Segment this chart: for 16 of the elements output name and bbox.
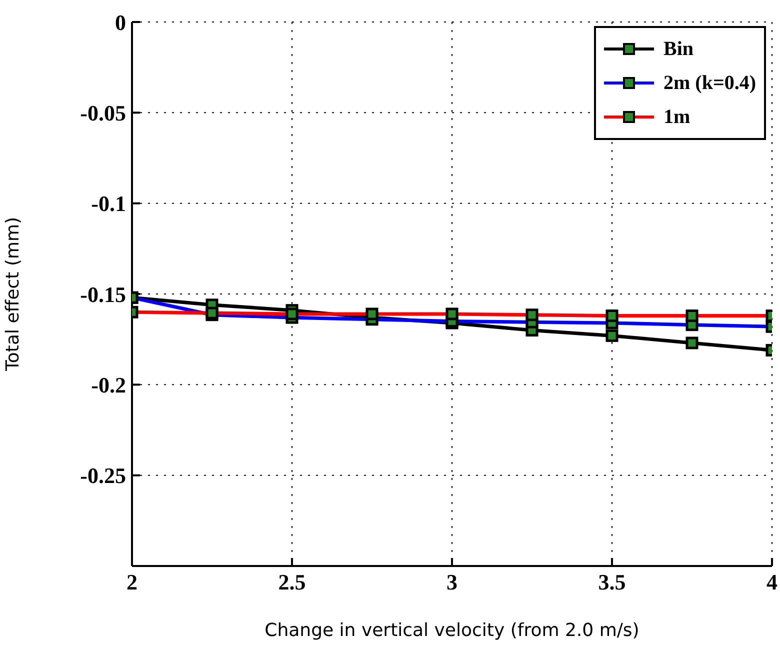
x-tick-label: 3.5	[598, 570, 626, 595]
y-tick-label: -0.15	[80, 282, 126, 307]
x-axis-title: Change in vertical velocity (from 2.0 m/s)	[264, 620, 640, 641]
legend-label: 1m	[664, 106, 690, 128]
x-tick-label: 2.5	[278, 570, 306, 595]
x-tick-label: 4	[766, 570, 778, 595]
y-tick-label: 0	[115, 10, 126, 35]
x-tick-label: 2	[126, 570, 138, 595]
y-tick-label: -0.1	[91, 191, 126, 216]
y-tick-label: -0.05	[80, 100, 126, 126]
y-axis-title: Total effect (mm)	[2, 216, 24, 372]
y-tick-label: -0.2	[91, 372, 126, 398]
y-tick-label: -0.25	[80, 463, 126, 488]
x-tick-label: 3	[446, 570, 458, 595]
legend-label: 2m (k=0.4)	[664, 72, 756, 94]
legend-label: Bin	[664, 38, 694, 60]
